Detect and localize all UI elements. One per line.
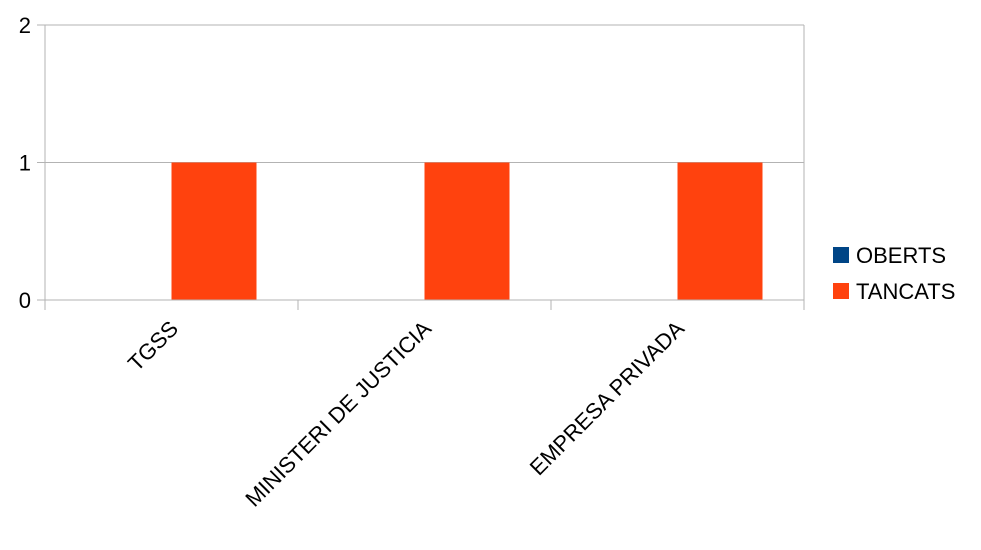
y-tick-label: 0 — [19, 288, 31, 313]
legend-swatch-tancats — [833, 283, 849, 299]
x-tick-label: TGSS — [123, 316, 183, 376]
legend-label-oberts: OBERTS — [856, 243, 946, 268]
bar-tancats-1 — [424, 162, 510, 300]
x-tick-label: EMPRESA PRIVADA — [525, 316, 690, 481]
legend: OBERTS TANCATS — [833, 243, 955, 304]
y-tick-label: 2 — [19, 13, 31, 38]
legend-swatch-oberts — [833, 247, 849, 263]
x-tick-label: MINISTERI DE JUSTICIA — [240, 316, 436, 512]
bar-tancats-0 — [171, 162, 257, 300]
bars — [171, 162, 763, 300]
bar-tancats-2 — [677, 162, 763, 300]
x-axis-ticks: TGSS MINISTERI DE JUSTICIA EMPRESA PRIVADA — [44, 300, 805, 512]
y-axis-ticks: 0 1 2 — [19, 13, 45, 313]
legend-label-tancats: TANCATS — [856, 279, 955, 304]
y-tick-label: 1 — [19, 151, 31, 176]
